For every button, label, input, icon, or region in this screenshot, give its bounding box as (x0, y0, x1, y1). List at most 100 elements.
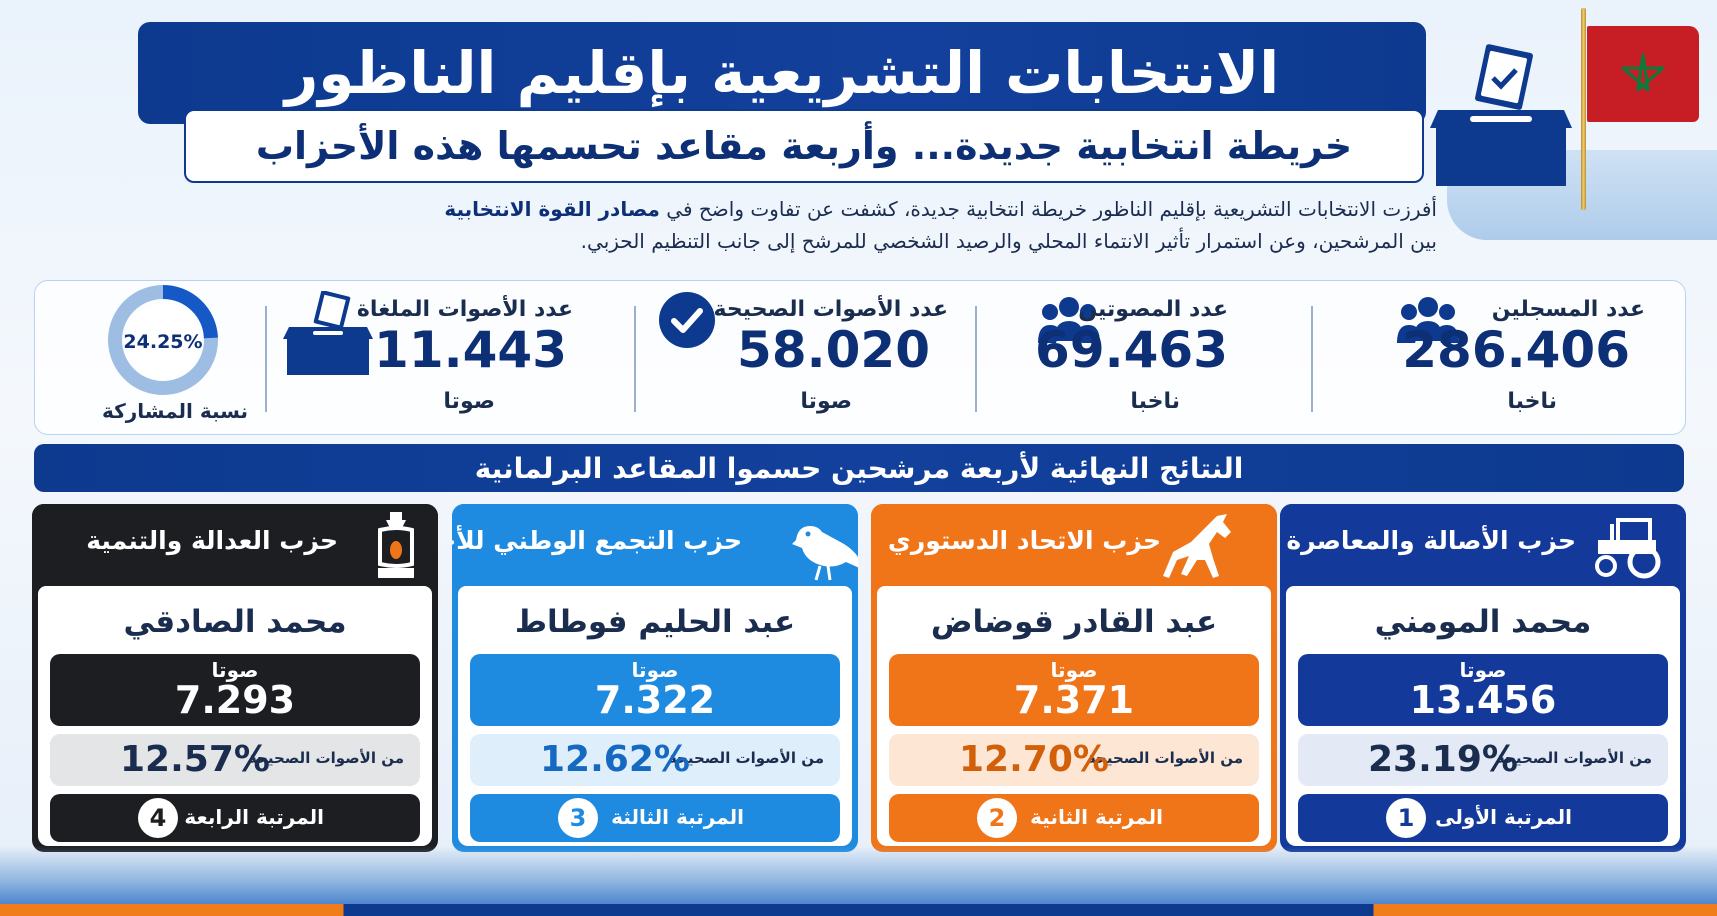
party-card-1: حزب الأصالة والمعاصرة محمد المومني صوتا … (1280, 504, 1686, 852)
stat-valid-label: عدد الأصوات الصحيحة (713, 297, 948, 322)
party-card-body: عبد القادر قوضاض صوتا 7.371 من الأصوات ا… (877, 586, 1271, 846)
stat-invalid-label: عدد الأصوات الملغاة (356, 297, 573, 322)
percentage-value: 12.57% (120, 739, 270, 780)
participation-value: 24.25% (123, 331, 203, 353)
horse-icon (1161, 510, 1241, 588)
candidate-name: محمد الصادقي (123, 604, 347, 640)
participation-gauge: 24.25% (93, 285, 233, 400)
percentage-label: من الأصوات الصحيحة (1086, 749, 1243, 767)
tractor-icon (1588, 510, 1668, 584)
percentage-box: من الأصوات الصحيحة 12.57% (50, 734, 420, 786)
votes-box: صوتا 7.293 (50, 654, 420, 726)
stat-divider (634, 306, 636, 412)
rank-box: المرتبة الأولى 1 (1298, 794, 1668, 842)
rank-number: 2 (977, 798, 1017, 838)
stat-invalid-unit: صوتا (443, 389, 495, 414)
percentage-box: من الأصوات الصحيحة 12.62% (470, 734, 840, 786)
header-decoration (1427, 0, 1717, 250)
party-card-2: حزب الاتحاد الدستوري عبد القادر قوضاض صو… (871, 504, 1277, 852)
intro-highlight: مصادر القوة الانتخابية (444, 197, 660, 221)
rank-box: المرتبة الثانية 2 (889, 794, 1259, 842)
people-icon (1397, 297, 1459, 343)
stat-registered-label: عدد المسجلين (1491, 297, 1645, 322)
flag-pole (1581, 8, 1586, 210)
intro-text-line2: بين المرشحين، وعن استمرار تأثير الانتماء… (580, 229, 1437, 253)
stats-panel: عدد المسجلين 286.406 ناخبا عدد المصوتين … (34, 280, 1686, 435)
rank-label: المرتبة الرابعة (184, 805, 324, 829)
party-card-body: محمد المومني صوتا 13.456 من الأصوات الصح… (1286, 586, 1680, 846)
rank-label: المرتبة الثالثة (611, 805, 744, 829)
stat-valid: عدد الأصوات الصحيحة 58.020 صوتا (635, 281, 970, 436)
party-card-body: عبد الحليم فوطاط صوتا 7.322 من الأصوات ا… (458, 586, 852, 846)
intro-text: أفرزت الانتخابات التشريعية بإقليم الناظو… (659, 197, 1437, 221)
page-title: الانتخابات التشريعية بإقليم الناظور (284, 39, 1280, 107)
votes-value: 7.293 (174, 678, 296, 722)
percentage-label: من الأصوات الصحيحة (667, 749, 824, 767)
percentage-label: من الأصوات الصحيحة (247, 749, 404, 767)
party-header: حزب التجمع الوطني للأحرار (452, 504, 858, 586)
party-header: حزب الاتحاد الدستوري (871, 504, 1277, 586)
stat-voters-label: عدد المصوتين (1078, 297, 1228, 322)
rank-number: 3 (558, 798, 598, 838)
stat-divider (265, 306, 267, 412)
page-subtitle: خريطة انتخابية جديدة... وأربعة مقاعد تحس… (255, 124, 1353, 168)
stat-valid-value: 58.020 (737, 321, 930, 379)
votes-unit: صوتا (1050, 658, 1098, 682)
votes-value: 7.371 (1013, 678, 1135, 722)
party-name: حزب التجمع الوطني للأحرار (452, 526, 742, 555)
people-icon (1038, 297, 1100, 343)
bottom-stripe (0, 904, 1717, 916)
stat-voters-unit: ناخبا (1130, 389, 1180, 414)
stat-voters: عدد المصوتين 69.463 ناخبا (980, 281, 1300, 436)
percentage-label: من الأصوات الصحيحة (1495, 749, 1652, 767)
votes-unit: صوتا (211, 658, 259, 682)
ballot-box-icon (1430, 44, 1572, 186)
percentage-box: من الأصوات الصحيحة 12.70% (889, 734, 1259, 786)
votes-value: 13.456 (1409, 678, 1557, 722)
ballot-box-icon (283, 291, 373, 375)
bird-icon (786, 510, 858, 588)
party-name: حزب العدالة والتنمية (86, 526, 338, 555)
votes-box: صوتا 7.322 (470, 654, 840, 726)
votes-box: صوتا 13.456 (1298, 654, 1668, 726)
percentage-value: 12.62% (540, 739, 690, 780)
stat-divider (975, 306, 977, 412)
stat-registered: عدد المسجلين 286.406 ناخبا (1335, 281, 1675, 436)
participation-label: نسبة المشاركة (101, 399, 249, 423)
party-card-3: حزب التجمع الوطني للأحرار عبد الحليم فوط… (452, 504, 858, 852)
votes-value: 7.322 (594, 678, 716, 722)
results-heading-banner: النتائج النهائية لأربعة مرشحين حسموا الم… (34, 444, 1684, 492)
stat-invalid-value: 11.443 (374, 321, 567, 379)
rank-number: 1 (1386, 798, 1426, 838)
votes-box: صوتا 7.371 (889, 654, 1259, 726)
stat-invalid: عدد الأصوات الملغاة 11.443 صوتا (275, 281, 625, 436)
party-card-4: حزب العدالة والتنمية محمد الصادقي صوتا 7… (32, 504, 438, 852)
stat-voters-value: 69.463 (1035, 321, 1228, 379)
stat-registered-value: 286.406 (1402, 321, 1630, 379)
votes-unit: صوتا (1459, 658, 1507, 682)
check-circle-icon (659, 292, 715, 348)
rank-box: المرتبة الثالثة 3 (470, 794, 840, 842)
party-header: حزب العدالة والتنمية (32, 504, 438, 586)
candidate-name: محمد المومني (1374, 604, 1592, 640)
party-name: حزب الأصالة والمعاصرة (1286, 526, 1576, 555)
stat-valid-unit: صوتا (800, 389, 852, 414)
results-heading: النتائج النهائية لأربعة مرشحين حسموا الم… (474, 451, 1244, 485)
stat-divider (1311, 306, 1313, 412)
star-icon (1621, 53, 1665, 92)
percentage-box: من الأصوات الصحيحة 23.19% (1298, 734, 1668, 786)
percentage-value: 23.19% (1368, 739, 1518, 780)
subtitle-banner: خريطة انتخابية جديدة... وأربعة مقاعد تحس… (184, 109, 1424, 183)
intro-paragraph: أفرزت الانتخابات التشريعية بإقليم الناظو… (187, 193, 1437, 257)
percentage-value: 12.70% (959, 739, 1109, 780)
participation-donut (108, 285, 218, 395)
rank-label: المرتبة الثانية (1030, 805, 1163, 829)
rank-box: المرتبة الرابعة 4 (50, 794, 420, 842)
title-banner: الانتخابات التشريعية بإقليم الناظور (138, 22, 1426, 124)
candidate-name: عبد القادر قوضاض (930, 604, 1218, 640)
candidate-name: عبد الحليم فوطاط (514, 604, 796, 640)
party-header: حزب الأصالة والمعاصرة (1280, 504, 1686, 586)
votes-unit: صوتا (631, 658, 679, 682)
rank-number: 4 (138, 798, 178, 838)
rank-label: المرتبة الأولى (1435, 805, 1572, 829)
